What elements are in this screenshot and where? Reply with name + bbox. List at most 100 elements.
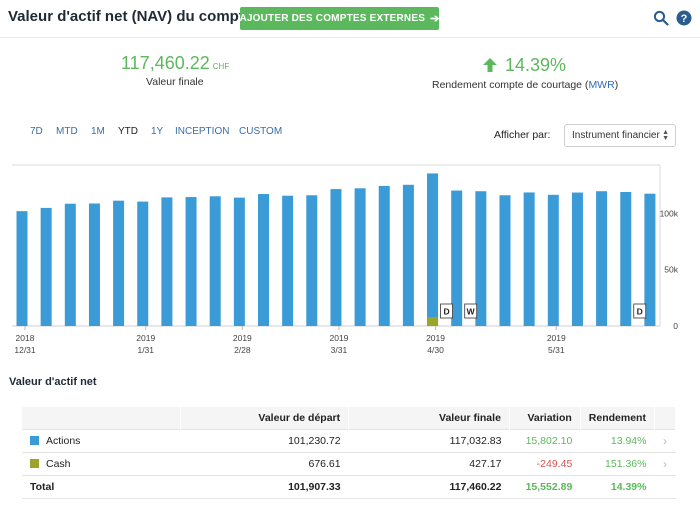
bar-actions [282, 195, 294, 326]
row-end: 427.17 [348, 451, 510, 475]
bar-actions [113, 200, 125, 326]
final-value-label: Valeur finale [146, 76, 204, 88]
row-change: 15,802.10 [509, 428, 581, 452]
bar-actions [451, 190, 463, 326]
view-by-select[interactable]: Instrument financier ▲ ▼ [564, 124, 676, 147]
bar-actions [137, 201, 149, 326]
row-label: Actions [46, 434, 81, 447]
total-start: 101,907.33 [180, 474, 349, 499]
bar-actions [330, 189, 342, 326]
arrow-right-icon: ➔ [430, 13, 440, 25]
row-return: 151.36% [580, 451, 655, 475]
tab-custom[interactable]: CUSTOM [239, 126, 283, 137]
x-tick-year: 2019 [426, 333, 445, 343]
cash-color-swatch [30, 458, 39, 468]
bar-actions [209, 196, 221, 326]
bar-actions [306, 195, 318, 326]
table-row-total: Total 101,907.33 117,460.22 15,552.89 14… [22, 474, 676, 499]
tab-1m[interactable]: 1M [91, 126, 105, 137]
bar-actions [378, 185, 390, 326]
bar-actions [258, 194, 269, 326]
col-header-name [22, 407, 182, 429]
x-tick-date: 3/31 [331, 345, 348, 355]
bar-actions [571, 192, 583, 326]
return-label-end: ) [614, 79, 619, 91]
col-header-end: Valeur finale [348, 407, 510, 429]
x-tick-year: 2019 [136, 333, 155, 343]
bar-actions [402, 184, 414, 326]
tab-7d[interactable]: 7D [30, 126, 43, 137]
bar-actions [161, 197, 173, 326]
final-value-number: 117,460.22 [121, 53, 210, 73]
add-external-accounts-label: AJOUTER DES COMPTES EXTERNES [239, 13, 426, 24]
bar-actions [475, 191, 487, 326]
row-label: Cash [46, 457, 71, 470]
col-header-return: Rendement [580, 407, 655, 429]
event-marker [464, 303, 478, 319]
view-by-selected: Instrument financier [572, 130, 660, 141]
bar-actions [354, 188, 366, 326]
arrow-up-icon [483, 58, 497, 72]
chevron-right-icon[interactable]: › [654, 428, 676, 452]
view-by-label: Afficher par: [494, 129, 551, 141]
col-header-start: Valeur de départ [180, 407, 350, 429]
bar-actions [64, 203, 76, 326]
x-tick-date: 4/30 [427, 345, 444, 355]
tab-ytd[interactable]: YTD [118, 126, 138, 137]
event-marker [633, 303, 647, 319]
event-marker-label: D [443, 307, 449, 317]
bar-actions [596, 191, 608, 326]
row-name: Actions [22, 428, 181, 452]
page-title: Valeur d'actif net (NAV) du compte [8, 8, 253, 25]
bar-actions [233, 197, 245, 326]
row-return: 13.94% [580, 428, 655, 452]
total-return: 14.39% [580, 474, 655, 499]
search-icon[interactable] [653, 10, 669, 26]
mwr-link[interactable]: MWR [588, 79, 615, 91]
event-marker [440, 303, 453, 319]
bar-actions [644, 193, 656, 326]
event-marker-label: D [637, 307, 643, 317]
x-tick-year: 2019 [547, 333, 566, 343]
tab-1y[interactable]: 1Y [151, 126, 164, 137]
x-tick-date: 2/28 [234, 345, 251, 355]
table-row-cash[interactable]: Cash 676.61 427.17 -249.45 151.36% › [22, 451, 676, 475]
section-title: Valeur d'actif net [9, 376, 97, 388]
x-tick-date: 5/31 [548, 345, 565, 355]
final-value-currency: CHF [212, 62, 230, 71]
return-label: Rendement compte de courtage (MWR) [432, 79, 618, 91]
total-spacer [654, 474, 676, 499]
row-end: 117,032.83 [348, 428, 510, 452]
bar-actions [427, 173, 439, 326]
svg-text:?: ? [681, 13, 688, 25]
y-tick-label: 0 [673, 321, 678, 331]
bar-cash [427, 316, 439, 326]
bar-actions [620, 191, 632, 326]
tab-inception[interactable]: INCEPTION [175, 126, 230, 137]
bar-actions [523, 192, 535, 326]
bar-actions [16, 211, 28, 326]
x-tick-year: 2019 [329, 333, 348, 343]
final-value: 117,460.22 CHF [121, 53, 229, 74]
chevron-right-icon[interactable]: › [654, 451, 676, 475]
total-end: 117,460.22 [348, 474, 510, 499]
col-header-spacer [654, 407, 677, 429]
help-icon[interactable]: ? [676, 10, 692, 26]
table-row-actions[interactable]: Actions 101,230.72 117,032.83 15,802.10 … [22, 428, 676, 452]
return-value-number: 14.39% [505, 55, 567, 75]
y-tick-label: 100k [660, 208, 679, 218]
add-external-accounts-button[interactable]: AJOUTER DES COMPTES EXTERNES ➔ [239, 7, 440, 30]
actions-color-swatch [30, 435, 39, 445]
row-start: 101,230.72 [180, 428, 349, 452]
bar-actions [88, 203, 100, 326]
nav-table: Valeur de départ Valeur finale Variation… [22, 407, 677, 499]
bar-actions [40, 207, 52, 326]
total-change: 15,552.89 [509, 474, 581, 499]
x-tick-year: 2019 [233, 333, 252, 343]
return-label-text: Rendement compte de courtage ( [432, 79, 589, 91]
event-marker-label: W [467, 307, 476, 317]
top-bar: Valeur d'actif net (NAV) du compte AJOUT… [0, 0, 700, 38]
y-tick-label: 50k [664, 265, 678, 275]
col-header-change: Variation [509, 407, 581, 429]
tab-mtd[interactable]: MTD [56, 126, 78, 137]
